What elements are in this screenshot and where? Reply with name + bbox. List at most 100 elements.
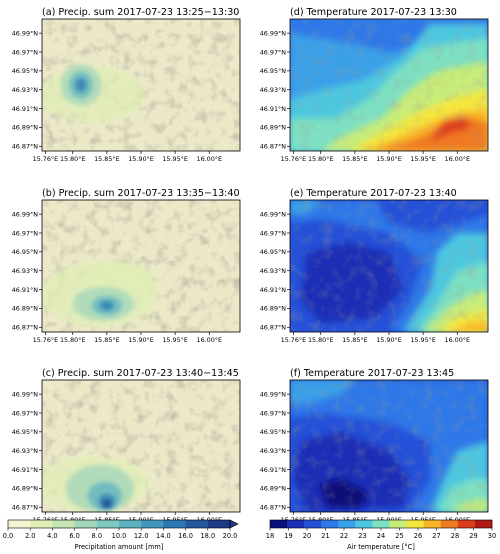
colorbar-tick-label: 8.0	[92, 532, 103, 540]
x-tick-label: 15.80°E	[308, 155, 334, 163]
y-tick-label: 46.87°N	[260, 143, 286, 151]
x-tick-label: 15.85°E	[342, 155, 368, 163]
colorbar-segment	[474, 520, 493, 528]
x-tick-label: 15.90°E	[128, 336, 154, 344]
colorbar-segment	[440, 520, 459, 528]
y-tick-label: 46.89°N	[12, 305, 38, 313]
colorbar-segment	[96, 520, 120, 528]
x-tick-label: 16.00°E	[445, 155, 471, 163]
y-tick-label: 46.95°N	[260, 67, 286, 75]
colorbar-tick-label: 12.0	[134, 532, 149, 540]
precip-contour	[75, 78, 87, 92]
x-tick-label: 15.80°E	[308, 336, 334, 344]
y-tick-label: 46.95°N	[12, 67, 38, 75]
y-tick-label: 46.91°N	[12, 286, 38, 294]
terrain-shading	[290, 19, 488, 151]
colorbar-segment	[287, 520, 305, 528]
y-tick-label: 46.87°N	[260, 504, 286, 512]
x-tick-label: 15.76°E	[281, 336, 307, 344]
colorbar-tick-label: 25	[395, 532, 403, 540]
colorbar-segment	[30, 520, 53, 528]
x-tick-label: 16.00°E	[445, 336, 471, 344]
x-tick-label: 15.90°E	[376, 336, 402, 344]
x-tick-label: 15.80°E	[60, 336, 86, 344]
precip-contour	[102, 499, 111, 508]
y-tick-label: 46.97°N	[12, 229, 38, 237]
colorbar-tick-label: 20	[303, 532, 311, 540]
colorbar-segment	[270, 520, 288, 528]
x-tick-label: 15.90°E	[376, 155, 402, 163]
colorbar-segment	[338, 520, 356, 528]
colorbar-segment	[185, 520, 209, 528]
colorbar-tick-label: 18.0	[200, 532, 215, 540]
panel-title: (e) Temperature 2017-07-23 13:40	[290, 188, 457, 199]
x-tick-label: 15.76°E	[33, 155, 59, 163]
y-tick-label: 46.97°N	[260, 409, 286, 417]
y-tick-label: 46.89°N	[260, 305, 286, 313]
colorbar-tick-label: 28	[451, 532, 459, 540]
panel-f: (f) Temperature 2017-07-23 13:4515.76°E1…	[260, 368, 489, 524]
colorbar-tick-label: 29	[469, 532, 477, 540]
colorbar-tick-label: 23	[358, 532, 366, 540]
colorbar-segment	[304, 520, 322, 528]
y-tick-label: 46.91°N	[260, 105, 286, 113]
y-tick-label: 46.95°N	[260, 248, 286, 256]
y-tick-label: 46.99°N	[260, 390, 286, 398]
x-tick-label: 15.95°E	[410, 155, 436, 163]
colorbar-tick-label: 6.0	[69, 532, 80, 540]
precip-contour	[100, 300, 114, 311]
colorbar-tick-label: 20.0	[223, 532, 238, 540]
panel-title: (a) Precip. sum 2017-07-23 13:25−13:30	[42, 7, 239, 18]
colorbar-segment	[74, 520, 98, 528]
x-tick-label: 15.80°E	[60, 155, 86, 163]
panel-title: (f) Temperature 2017-07-23 13:45	[290, 368, 454, 379]
colorbar-segment	[163, 520, 186, 528]
panel-title: (d) Temperature 2017-07-23 13:30	[290, 7, 457, 18]
colorbar-segment	[141, 520, 164, 528]
x-tick-label: 15.76°E	[33, 336, 59, 344]
y-tick-label: 46.99°N	[12, 210, 38, 218]
x-tick-label: 15.95°E	[162, 336, 188, 344]
colorbar-segment	[406, 520, 424, 528]
y-tick-label: 46.97°N	[260, 48, 286, 56]
colorbar-segment	[457, 520, 476, 528]
y-tick-label: 46.89°N	[260, 124, 286, 132]
x-tick-label: 16.00°E	[197, 155, 223, 163]
temp-colorbar: 18 19 20 21 22 23 24 25 26 27 28 29 30 Air temperatur…	[266, 519, 496, 551]
colorbar-segment	[389, 520, 407, 528]
colorbar-segment	[52, 520, 75, 528]
y-tick-label: 46.89°N	[12, 485, 38, 493]
colorbar-segment	[423, 520, 442, 528]
y-tick-label: 46.93°N	[260, 86, 286, 94]
y-tick-label: 46.97°N	[12, 409, 38, 417]
panel-title: (c) Precip. sum 2017-07-23 13:40−13:45	[42, 368, 239, 379]
colorbar-tick-label: 21	[321, 532, 329, 540]
colorbar-tick-label: 4.0	[47, 532, 58, 540]
colorbar-tick-label: 16.0	[178, 532, 193, 540]
y-tick-label: 46.95°N	[12, 248, 38, 256]
y-tick-label: 46.89°N	[260, 485, 286, 493]
colorbar-segment	[372, 520, 390, 528]
colorbar-segment	[8, 520, 31, 528]
panel-title: (b) Precip. sum 2017-07-23 13:35−13:40	[42, 188, 240, 199]
y-tick-label: 46.99°N	[260, 210, 286, 218]
y-tick-label: 46.99°N	[12, 29, 38, 37]
y-tick-label: 46.87°N	[12, 324, 38, 332]
colorbar-tick-label: 14.0	[156, 532, 171, 540]
y-tick-label: 46.99°N	[260, 29, 286, 37]
x-tick-label: 15.90°E	[128, 155, 154, 163]
y-tick-label: 46.97°N	[12, 48, 38, 56]
colorbar-tick-label: 30	[488, 532, 496, 540]
y-tick-label: 46.93°N	[260, 267, 286, 275]
y-tick-label: 46.87°N	[12, 143, 38, 151]
x-tick-label: 15.95°E	[410, 336, 436, 344]
panel-a: (a) Precip. sum 2017-07-23 13:25−13:30 15…	[12, 7, 241, 163]
colorbar-tick-label: 24	[377, 532, 385, 540]
x-tick-label: 16.00°E	[197, 336, 223, 344]
y-tick-label: 46.95°N	[260, 428, 286, 436]
x-tick-label: 15.76°E	[281, 155, 307, 163]
panel-c: (c) Precip. sum 2017-07-23 13:40−13:4515…	[12, 368, 241, 524]
colorbar-tick-label: 26	[414, 532, 422, 540]
